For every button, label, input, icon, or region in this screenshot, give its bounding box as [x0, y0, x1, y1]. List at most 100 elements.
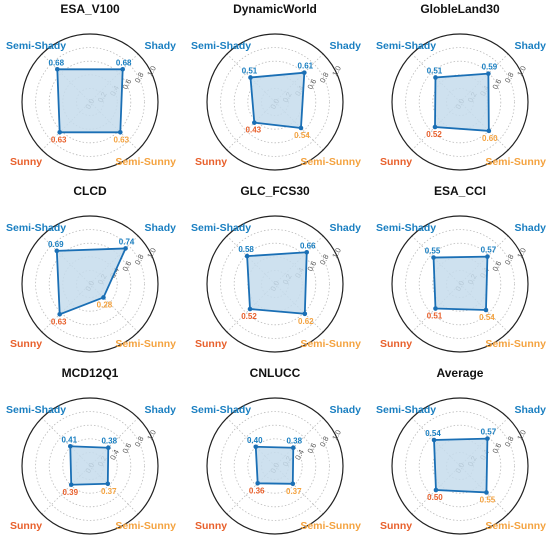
data-label: 0.50 — [427, 493, 443, 502]
r-tick-label: 0.6 — [120, 441, 133, 454]
data-label: 0.57 — [481, 246, 497, 255]
r-tick-label: 1.0 — [515, 428, 528, 441]
series-area — [55, 247, 127, 316]
r-tick-label: 0.8 — [503, 435, 516, 448]
data-label: 0.52 — [426, 130, 442, 139]
r-tick-label: 0.8 — [133, 253, 146, 266]
data-label: 0.54 — [294, 131, 310, 140]
r-tick-label: 0.8 — [318, 71, 331, 84]
axis-label-sunny: Sunny — [380, 338, 413, 350]
axis-label-shady: Shady — [144, 404, 176, 416]
radar-panel: 0.00.20.40.60.81.00.380.400.360.37CNLUCC… — [185, 364, 365, 544]
r-tick-label: 0.4 — [108, 448, 121, 461]
r-tick-label: 0.8 — [318, 435, 331, 448]
data-label: 0.38 — [101, 437, 117, 446]
r-tick-label: 1.0 — [145, 246, 158, 259]
data-label: 0.54 — [425, 429, 441, 438]
data-label: 0.63 — [114, 135, 130, 144]
data-point — [298, 125, 304, 131]
data-point — [57, 129, 63, 135]
data-label: 0.61 — [298, 62, 314, 71]
data-point — [255, 481, 260, 486]
data-label: 0.54 — [479, 313, 495, 322]
r-tick-label: 0.8 — [318, 253, 331, 266]
grid-ring — [35, 47, 145, 157]
data-label: 0.41 — [61, 435, 77, 444]
data-label: 0.38 — [286, 437, 302, 446]
grid-ring — [405, 229, 515, 339]
grid-ring — [233, 60, 317, 144]
outer-ring — [21, 397, 159, 535]
radar-plot: 0.00.20.40.60.81.00.680.680.630.63 — [21, 33, 159, 171]
axis-label-semi-shady: Semi-Shady — [376, 222, 437, 234]
axis-label-semi-shady: Semi-Shady — [191, 40, 252, 52]
radar-plot: 0.00.20.40.60.81.00.570.540.500.55 — [391, 397, 529, 535]
series-area — [56, 68, 124, 134]
series-area — [249, 71, 306, 129]
radar-panel: 0.00.20.40.60.81.00.660.580.520.62GLC_FC… — [185, 182, 365, 362]
axis-label-sunny: Sunny — [380, 156, 413, 168]
data-label: 0.68 — [116, 58, 132, 67]
data-point — [290, 445, 296, 451]
grid-ring — [35, 411, 145, 521]
radar-plot: 0.00.20.40.60.81.00.590.510.520.60 — [391, 33, 529, 171]
data-point — [483, 307, 489, 313]
data-label: 0.62 — [298, 317, 314, 326]
grid-ring — [48, 60, 132, 144]
data-label: 0.59 — [482, 63, 498, 72]
panel-title: DynamicWorld — [233, 2, 317, 16]
outer-ring — [21, 215, 159, 353]
grid-ring — [62, 438, 118, 494]
axis-label-shady: Shady — [329, 40, 361, 52]
series-area — [254, 445, 295, 485]
r-tick-label: 1.0 — [515, 246, 528, 259]
grid-ring — [35, 229, 145, 339]
outer-ring — [21, 33, 159, 171]
axis-label-semi-shady: Semi-Shady — [191, 404, 252, 416]
r-tick-label: 0.6 — [305, 441, 318, 454]
r-tick-label: 0.6 — [120, 77, 133, 90]
data-point — [123, 246, 128, 251]
axis-label-sunny: Sunny — [195, 156, 228, 168]
r-tick-label: 0.4 — [293, 448, 306, 461]
data-point — [253, 444, 259, 450]
axis-label-semi-sunny: Semi-Sunny — [485, 520, 546, 532]
data-label: 0.63 — [51, 135, 67, 144]
grid-ring — [48, 424, 132, 508]
r-tick-label: 1.0 — [145, 428, 158, 441]
panel-title: CNLUCC — [249, 366, 301, 380]
data-label: 0.37 — [286, 487, 302, 496]
grid-ring — [233, 242, 317, 326]
data-label: 0.40 — [247, 436, 263, 445]
radar-panel: 0.00.20.40.60.81.00.380.410.390.37MCD12Q… — [0, 364, 180, 544]
axis-label-sunny: Sunny — [380, 520, 413, 532]
data-point — [252, 120, 257, 125]
r-tick-label: 0.6 — [490, 441, 503, 454]
data-point — [304, 249, 310, 255]
outer-ring — [391, 397, 529, 535]
r-tick-label: 0.8 — [133, 71, 146, 84]
axis-label-shady: Shady — [329, 404, 361, 416]
axis-label-semi-sunny: Semi-Sunny — [485, 156, 546, 168]
data-label: 0.55 — [480, 495, 496, 504]
axis-label-sunny: Sunny — [10, 156, 43, 168]
panel-title: CLCD — [73, 184, 107, 198]
data-point — [105, 445, 111, 451]
r-tick-label: 0.8 — [503, 71, 516, 84]
r-tick-label: 1.0 — [330, 64, 343, 77]
axis-label-semi-sunny: Semi-Sunny — [115, 156, 176, 168]
data-label: 0.51 — [242, 66, 258, 75]
data-point — [431, 255, 436, 260]
data-point — [290, 481, 296, 487]
data-point — [433, 487, 439, 493]
data-label: 0.68 — [49, 58, 65, 67]
r-tick-label: 1.0 — [145, 64, 158, 77]
r-tick-label: 1.0 — [515, 64, 528, 77]
data-label: 0.57 — [481, 428, 497, 437]
data-point — [54, 248, 60, 254]
data-label: 0.39 — [62, 488, 78, 497]
grid-ring — [233, 424, 317, 508]
outer-ring — [391, 33, 529, 171]
grid-ring — [405, 411, 515, 521]
